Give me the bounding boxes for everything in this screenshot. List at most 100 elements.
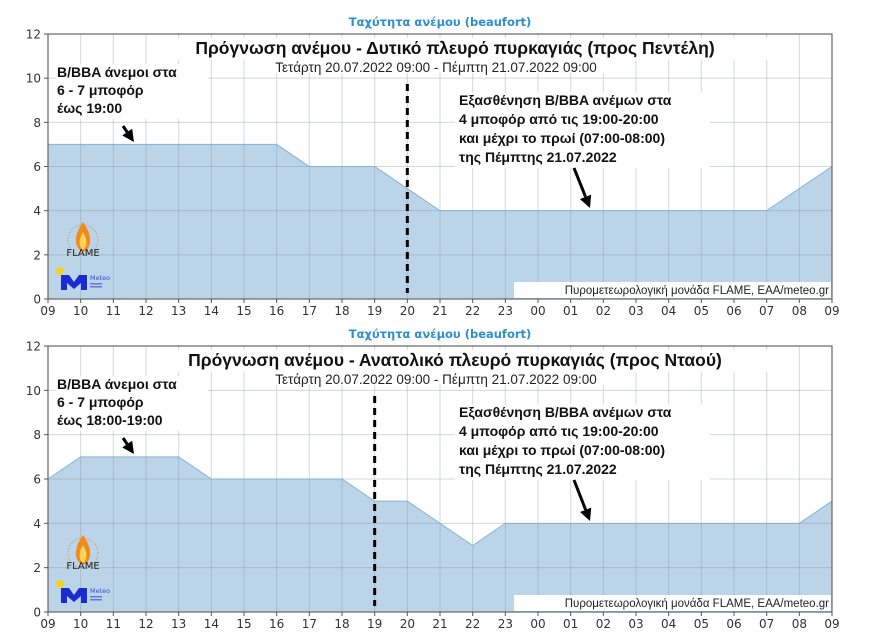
x-tick-label: 17 [302,304,317,318]
annotation-line: της Πέμπτης 21.07.2022 [459,461,617,477]
y-tick-label: 4 [33,517,41,531]
chart-subtitle: Ταχύτητα ανέμου (beaufort) [349,15,532,29]
y-tick-label: 12 [26,340,41,354]
logos: FLAME Meteo [56,535,110,603]
y-axis: 0 2 4 6 8 10 12 [26,28,48,307]
annotation-line: 4 μποφόρ από τις 19:00-20:00 [459,423,659,439]
forecast-period: Τετάρτη 20.07.2022 09:00 - Πέμπτη 21.07.… [275,60,596,75]
x-axis: 09 10 11 12 13 14 15 16 17 18 19 20 21 22 23 00 01 02 03 04… [40,612,840,631]
meteo-logo-text: Meteo [90,587,110,595]
annotation-line: 6 - 7 μποφόρ [57,394,144,410]
x-tick-label: 19 [367,304,382,318]
annotation-line: B/BBA άνεμοι στα [57,64,177,80]
x-tick-label: 09 [40,304,55,318]
credit-label: Πυρομετεωρολογική μονάδα FLAME, EAA/mete… [514,595,831,611]
x-tick-label: 05 [694,304,709,318]
credit-label: Πυρομετεωρολογική μονάδα FLAME, EAA/mete… [514,282,831,298]
annotation-strong-winds: B/BBA άνεμοι στα 6 - 7 μποφόρ έως 19:00 [57,64,177,116]
x-tick-label: 04 [661,304,676,318]
credit-text: Πυρομετεωρολογική μονάδα FLAME, EAA/mete… [565,285,829,297]
annotation-line: έως 19:00 [57,100,122,116]
y-tick-label: 4 [33,204,41,218]
x-tick-label: 03 [628,304,643,318]
x-tick-label: 16 [269,304,284,318]
flame-logo-text: FLAME [66,248,99,259]
x-tick-label: 12 [138,617,153,631]
x-tick-label: 14 [204,617,219,631]
x-tick-label: 07 [759,617,774,631]
y-tick-label: 6 [33,160,41,174]
arrow-down-right-icon [572,167,592,208]
x-tick-label: 11 [106,617,121,631]
y-tick-label: 10 [26,72,41,86]
x-tick-label: 01 [563,617,578,631]
annotation-line: 4 μποφόρ από τις 19:00-20:00 [459,111,659,127]
x-tick-label: 10 [73,304,88,318]
x-tick-label: 02 [596,617,611,631]
x-tick-label: 17 [302,617,317,631]
wind-speed-line [48,143,833,212]
x-tick-label: 00 [530,304,545,318]
x-tick-label: 00 [530,617,545,631]
x-tick-label: 23 [498,304,513,318]
annotation-line: B/BBA άνεμοι στα [57,376,177,392]
x-tick-label: 22 [465,304,480,318]
x-tick-label: 15 [236,304,251,318]
y-tick-label: 10 [26,384,41,398]
x-tick-label: 09 [824,304,839,318]
sun-icon [56,267,64,275]
wind-speed-area [48,456,832,612]
y-axis: 0 2 4 6 8 10 12 [26,340,48,620]
annotation-line: Εξασθένηση B/BBA ανέμων στα [459,404,672,420]
x-tick-label: 21 [432,617,447,631]
x-tick-label: 13 [171,304,186,318]
x-tick-label: 14 [204,304,219,318]
annotation-line: έως 18:00-19:00 [57,412,163,428]
x-tick-label: 21 [432,304,447,318]
sun-icon [56,580,64,588]
annotation-weakening-winds: Εξασθένηση B/BBA ανέμων στα 4 μποφόρ από … [459,92,672,165]
y-tick-label: 6 [33,473,41,487]
y-tick-label: 0 [33,606,41,620]
x-tick-label: 18 [334,617,349,631]
x-tick-label: 23 [498,617,513,631]
flame-logo-text: FLAME [66,561,99,572]
y-tick-label: 12 [26,28,41,42]
annotation-line: και μέχρι το πρωί (07:00-08:00) [459,130,665,146]
x-tick-label: 04 [661,617,676,631]
y-tick-label: 8 [33,428,41,442]
annotation-line: και μέχρι το πρωί (07:00-08:00) [459,442,665,458]
x-axis: 09 10 11 12 13 14 15 16 17 18 19 20 21 22 23 00 01 02 03 04… [40,299,840,318]
x-tick-label: 03 [628,617,643,631]
x-tick-label: 20 [400,617,415,631]
x-tick-label: 20 [400,304,415,318]
forecast-period: Τετάρτη 20.07.2022 09:00 - Πέμπτη 21.07.… [275,372,596,387]
x-tick-label: 15 [236,617,251,631]
logos: FLAME Meteo [56,222,110,290]
flame-logo: FLAME [66,222,100,259]
wind-speed-area [48,144,832,299]
chart-title: Πρόγνωση ανέμου - Δυτικό πλευρό πυρκαγιά… [195,38,714,58]
x-tick-label: 05 [694,617,709,631]
y-tick-label: 0 [33,293,41,307]
arrow-down-right-icon [121,125,134,142]
annotation-weakening-winds: Εξασθένηση B/BBA ανέμων στα 4 μποφόρ από … [459,404,672,477]
credit-text: Πυρομετεωρολογική μονάδα FLAME, EAA/mete… [565,598,829,610]
meteo-m-icon [61,275,87,290]
chart-title: Πρόγνωση ανέμου - Ανατολικό πλευρό πυρκα… [188,350,722,370]
x-tick-label: 16 [269,617,284,631]
annotation-line: 6 - 7 μποφόρ [57,82,144,98]
annotation-backgrounds [56,350,768,480]
chart-subtitle: Ταχύτητα ανέμου (beaufort) [349,327,532,341]
x-tick-label: 06 [726,304,741,318]
y-tick-label: 8 [33,116,41,130]
x-tick-label: 08 [792,617,807,631]
x-tick-label: 10 [73,617,88,631]
x-tick-label: 19 [367,617,382,631]
x-tick-label: 11 [106,304,121,318]
annotation-line: της Πέμπτης 21.07.2022 [459,149,617,165]
